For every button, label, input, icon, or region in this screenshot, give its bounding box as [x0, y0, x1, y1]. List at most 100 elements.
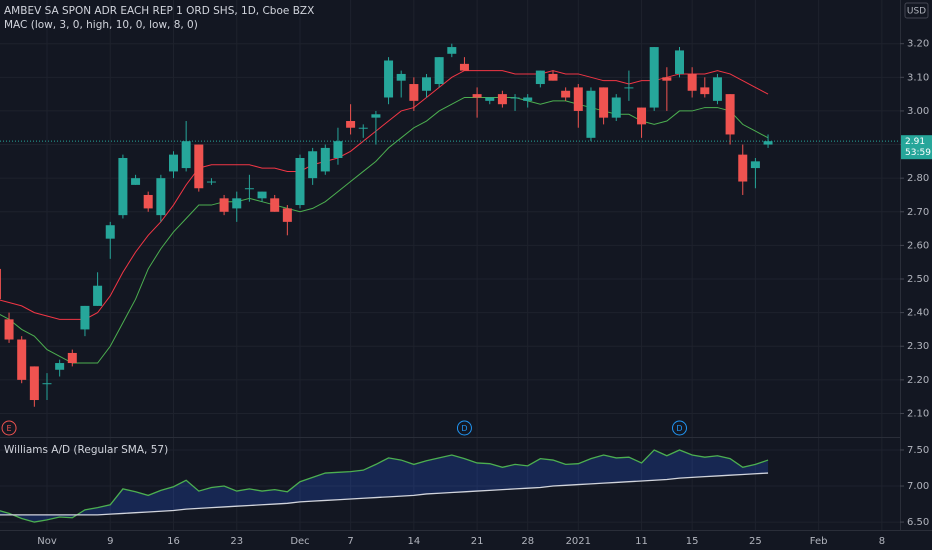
candle-body: [282, 208, 292, 222]
candle-body: [257, 191, 267, 199]
x-tick-label: 15: [686, 536, 699, 547]
y-tick-label: 3.10: [907, 72, 929, 83]
indicator-line: [0, 449, 769, 523]
candle-body: [320, 147, 330, 172]
y-tick-label: 7.50: [907, 445, 929, 456]
candle-body: [535, 70, 545, 85]
candle-body: [55, 363, 65, 370]
y-tick-label: 2.20: [907, 375, 929, 386]
candle-body: [358, 127, 368, 129]
x-tick-label: 7: [347, 536, 353, 547]
candle-body: [194, 144, 204, 189]
candle-body: [371, 114, 381, 118]
event-label: D: [461, 424, 467, 433]
candle-body: [548, 73, 558, 81]
x-tick-label: 23: [230, 536, 243, 547]
candle-body: [687, 73, 697, 91]
candle-body: [422, 77, 431, 91]
candle-body: [333, 141, 343, 158]
indicator-title: Williams A/D (Regular SMA, 57): [4, 444, 168, 456]
candle-body: [80, 305, 90, 330]
candle-body: [523, 97, 533, 101]
chart-title: AMBEV SA SPON ADR EACH REP 1 ORD SHS, 1D…: [4, 5, 314, 17]
candle-body: [4, 319, 14, 340]
candle-body: [118, 157, 128, 216]
candle-body: [738, 154, 748, 182]
x-tick-label: Dec: [290, 536, 309, 547]
candle-body: [662, 77, 672, 81]
y-tick-label: 3.00: [907, 106, 929, 117]
candle-body: [181, 141, 191, 169]
event-label: E: [7, 424, 12, 433]
countdown-label: 53:59: [905, 148, 931, 158]
moving-average: [0, 70, 769, 320]
candle-body: [611, 97, 621, 118]
currency-box[interactable]: [904, 2, 929, 19]
x-tick-label: 14: [407, 536, 420, 547]
y-tick-label: 2.70: [907, 207, 929, 218]
candle-body: [750, 161, 760, 169]
candle-body: [472, 94, 482, 98]
x-tick-label: 2021: [566, 536, 591, 547]
y-tick-label: 2.80: [907, 173, 929, 184]
candle-body: [105, 225, 115, 239]
indicator-line: [0, 472, 769, 516]
candle-body: [599, 87, 609, 118]
candle-body: [232, 198, 242, 209]
candle-body: [725, 94, 735, 135]
currency: USD: [907, 7, 926, 17]
candle-body: [295, 157, 305, 206]
candle-body: [143, 194, 153, 209]
y-tick-label: 3.20: [907, 39, 929, 50]
x-tick-label: 9: [107, 536, 113, 547]
candle-body: [459, 63, 469, 71]
candle-body: [308, 151, 318, 179]
candle-body: [510, 97, 520, 99]
candle-body: [485, 97, 495, 101]
candle-body: [384, 60, 394, 98]
candle-body: [700, 87, 710, 95]
candle-body: [675, 50, 684, 74]
indicator-title: MAC (low, 3, 0, high, 10, 0, low, 8, 0): [4, 19, 198, 31]
y-tick-label: 2.10: [907, 408, 929, 419]
y-tick-label: 2.30: [907, 341, 929, 352]
candle-body: [434, 57, 444, 85]
candle-body: [346, 121, 356, 128]
y-tick-label: 2.60: [907, 240, 929, 251]
last-price-label: 2.91: [905, 137, 925, 147]
candle-body: [219, 198, 229, 212]
event-label: D: [676, 424, 682, 433]
candle-body: [497, 94, 507, 105]
candle-body: [156, 178, 166, 216]
y-tick-label: 2.40: [907, 308, 929, 319]
event-marker: [1, 420, 17, 436]
candle-body: [409, 84, 419, 101]
candle-body: [396, 73, 406, 81]
candle-body: [712, 77, 722, 101]
candle-body: [586, 90, 596, 138]
grid: [0, 0, 900, 530]
event-marker: [672, 420, 687, 436]
candle-body: [624, 87, 634, 89]
candle-body: [169, 154, 178, 172]
y-tick-label: 2.50: [907, 274, 929, 285]
area-fill: [0, 449, 769, 523]
candle-body: [67, 352, 77, 364]
last-price-box: [901, 135, 932, 160]
y-tick-label: 7.00: [907, 481, 929, 492]
candle-body: [131, 178, 141, 185]
x-tick-label: Feb: [810, 536, 828, 547]
candle-body: [561, 90, 571, 98]
y-tick-label: 6.50: [907, 517, 929, 528]
candle-body: [447, 47, 457, 54]
candle-body: [270, 198, 280, 212]
axes: Nov 9 16 23 Dec 7 14 21 28 2021 11 15 25 Feb 8 2.10 2.20…: [37, 39, 932, 547]
event-marker: [456, 420, 472, 436]
candle-body: [763, 141, 773, 145]
candle-body: [573, 87, 583, 111]
x-tick-label: 21: [471, 536, 484, 547]
